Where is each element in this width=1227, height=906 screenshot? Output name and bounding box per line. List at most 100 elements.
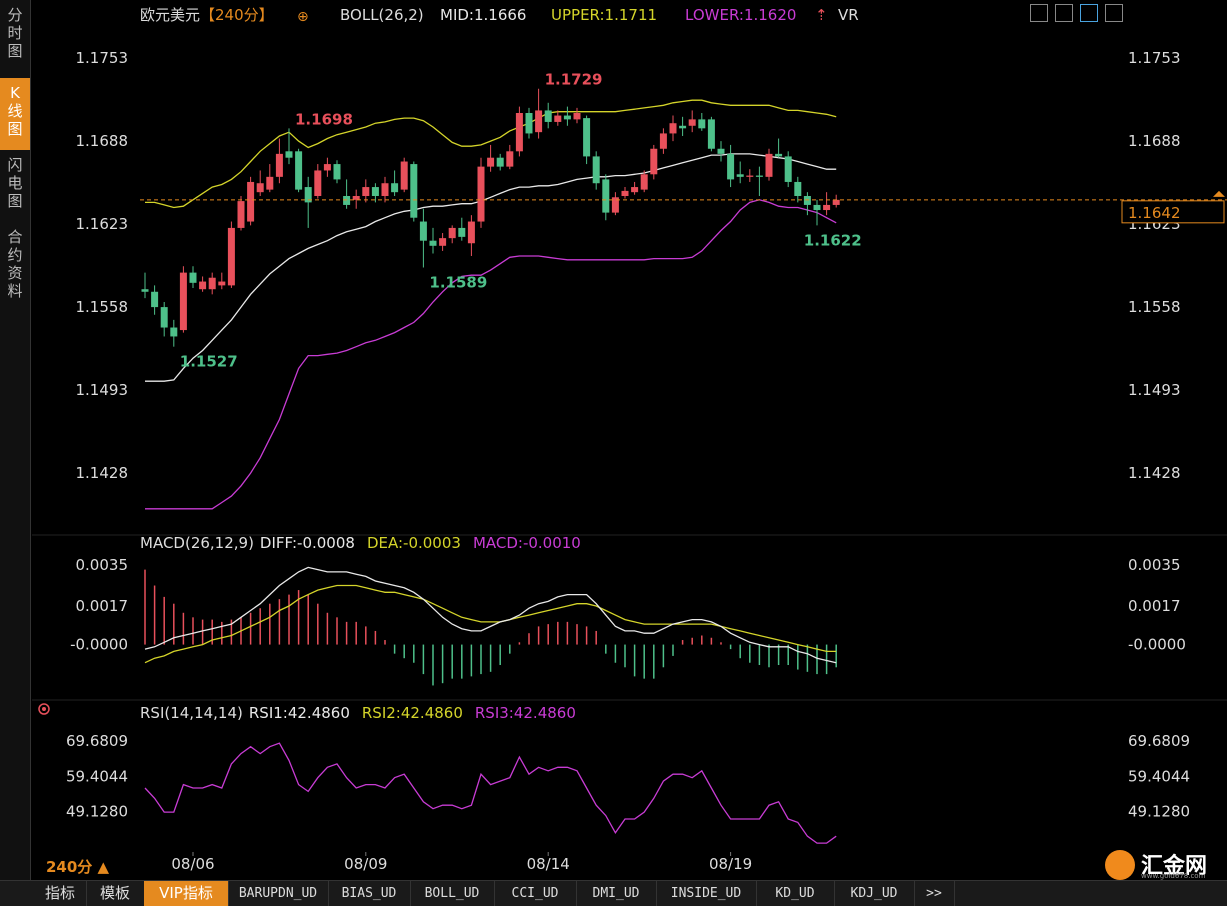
bottom-tab-6[interactable]: CCI_UD [494,881,577,906]
y-tick-right: 1.1558 [1128,298,1181,316]
period-selector[interactable]: 240分 ▲ [46,858,110,876]
candle [794,176,802,203]
chart-toolbar [1030,4,1125,26]
candle [525,107,533,139]
candle [755,166,763,196]
candle [506,144,514,170]
macd-label: MACD(26,12,9) DIFF:-0.0008 DEA:-0.0003 MACD… [140,534,581,552]
period-tag: 【240分】 [200,6,274,24]
candle [170,319,178,347]
x-tick-label: 08/19 [709,855,752,873]
y-tick-right: -0.0000 [1128,636,1186,654]
candle [813,199,821,226]
candle [717,141,725,162]
sidebar-item-0[interactable]: 分时图 [7,6,23,60]
candle [256,170,264,196]
candle [429,227,437,254]
candle [583,115,591,165]
y-tick-left: 1.1688 [76,132,129,150]
candle [544,102,552,129]
candle [285,128,293,165]
logo-url: www.gold678.com [1141,872,1206,880]
candle [535,88,543,139]
y-tick-right: 1.1688 [1128,132,1181,150]
y-tick-left: 0.0017 [76,597,129,615]
candle [640,170,648,193]
indicator-tab-bar: 指标 模板 VIP指标 BARUPDN_UD BIAS_UD BOLL_UD CCI_UD D… [0,880,1227,906]
bottom-tab-1[interactable]: 模板 [86,881,145,906]
candle [439,233,447,251]
extreme-annotation: 1.1622 [804,231,862,249]
record-icon[interactable] [38,703,50,715]
crosshair-icon[interactable] [1030,4,1048,22]
candle [563,106,571,126]
draw-line-icon[interactable] [1080,4,1099,22]
settings-icon[interactable]: ⊕ [297,9,309,25]
boll-upper-line [145,99,837,209]
candle [592,151,600,190]
bottom-tab-9[interactable]: KD_UD [756,881,835,906]
x-tick-label: 08/09 [344,855,387,873]
extreme-annotation: 1.1527 [180,353,238,371]
bottom-tab-7[interactable]: DMI_UD [576,881,657,906]
sidebar-item-2[interactable]: 闪电图 [7,156,23,210]
candle [679,116,687,136]
candle [179,266,187,333]
y-tick-left: 49.1280 [66,803,128,821]
bottom-tab-5[interactable]: BOLL_UD [410,881,495,906]
logo-text: 汇金网 [1141,854,1208,879]
candle [803,192,811,216]
layout-icon[interactable] [1055,4,1074,22]
candle [611,192,619,216]
candle [410,161,418,222]
candle [381,176,389,203]
vr-label: VR [838,6,859,24]
up-arrow-icon: ⇡ [815,6,828,24]
y-tick-left: 1.1428 [76,464,129,482]
bottom-tab-2[interactable]: VIP指标 [144,881,229,906]
candle [275,138,283,184]
candle [669,115,677,142]
bottom-tab-4[interactable]: BIAS_UD [328,881,411,906]
candle [371,183,379,203]
candle [631,181,639,195]
candle [419,208,427,268]
record-icon-dot [42,707,46,711]
current-price-label: 1.1642 [1128,204,1181,222]
candle [160,301,168,337]
candle [448,225,456,244]
candle [227,221,235,288]
sidebar-item-3[interactable]: 合约资料 [7,228,23,300]
candle [458,217,466,241]
bottom-tab-8[interactable]: INSIDE_UD [656,881,757,906]
y-tick-right: 59.4044 [1128,767,1190,785]
candle [352,189,360,209]
boll-mid-value: MID:1.1666 [440,6,526,24]
candle [477,157,485,228]
candle [554,110,562,126]
candle [775,138,783,158]
candle [237,196,245,231]
bottom-tab-0[interactable]: 指标 [34,881,87,906]
extreme-annotation: 1.1729 [545,71,603,89]
candle [727,144,735,188]
boll-upper-value: UPPER:1.1711 [551,6,657,24]
bottom-tab-10[interactable]: KDJ_UD [834,881,915,906]
y-tick-right: 0.0035 [1128,556,1181,574]
candle [362,179,370,203]
candle [304,176,312,228]
diff-line [144,566,837,664]
extreme-annotation: 1.1698 [295,110,353,128]
candle [496,153,504,171]
x-tick-label: 08/14 [527,855,570,873]
bottom-tab-11[interactable]: >> [914,881,955,906]
candle [151,285,159,315]
y-tick-right: 69.6809 [1128,732,1190,750]
y-tick-left: 1.1623 [76,215,129,233]
bottom-tab-3[interactable]: BARUPDN_UD [228,881,329,906]
expand-icon[interactable] [1105,4,1124,22]
boll-label: BOLL(26,2) [340,6,424,24]
logo: 汇金网 www.gold678.com [1105,848,1217,882]
